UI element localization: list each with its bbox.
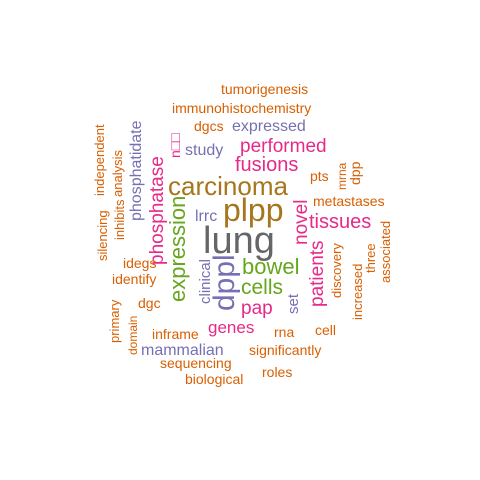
word-discovery: discovery [329, 243, 344, 298]
word-pts: pts [310, 168, 329, 184]
word-idegs: idegs [123, 255, 157, 271]
word-dgc: dgc [138, 295, 161, 311]
word-dgcs: dgcs [194, 118, 224, 134]
word-clinical: clinical [197, 258, 214, 304]
word-significantly: significantly [249, 342, 322, 358]
word-novel: novel [291, 199, 312, 245]
word-study: study [185, 142, 224, 159]
word-three: three [363, 243, 378, 273]
word-set: set [285, 293, 302, 314]
word-dppl: dppl [208, 254, 241, 311]
word-pap: pap [241, 298, 273, 319]
word-mammalian: mammalian [141, 342, 224, 359]
word-domain: domain [126, 315, 140, 355]
word-genes: genes [208, 318, 255, 337]
word-cells: cells [241, 276, 284, 299]
word-lung: lung [203, 220, 275, 262]
word-n-glyph: n□□ [167, 133, 183, 158]
word-biological: biological [185, 371, 244, 387]
word-tumorigenesis: tumorigenesis [221, 81, 309, 97]
word-phosphatidate: phosphatidate [128, 120, 145, 221]
word-lrrc: lrrc [195, 208, 218, 225]
word-rna: rna [274, 324, 295, 340]
word-expression: expression [165, 195, 190, 302]
word-patients: patients [307, 240, 328, 307]
word-primary: primary [107, 299, 122, 343]
word-associated: associated [378, 220, 393, 283]
word-carcinoma: carcinoma [168, 171, 288, 201]
word-bowel: bowel [242, 254, 300, 279]
word-plpp: plpp [223, 192, 284, 228]
word-independent: independent [92, 124, 107, 196]
word-fusions: fusions [235, 154, 299, 176]
word-sequencing: sequencing [160, 355, 232, 371]
word-silencing: silencing [95, 210, 110, 261]
word-cell: cell [315, 322, 337, 338]
word-expressed: expressed [232, 118, 306, 135]
word-roles: roles [262, 364, 293, 380]
word-inhibits: inhibits [112, 199, 127, 240]
word-performed: performed [240, 136, 327, 157]
word-phosphatase: phosphatase [147, 156, 168, 265]
word-identify: identify [112, 271, 157, 287]
word-tissues: tissues [309, 211, 372, 233]
word-inframe: inframe [152, 326, 199, 342]
word-immunohistochemistry: immunohistochemistry [172, 100, 312, 116]
word-analysis: analysis [110, 150, 125, 197]
word-dpp: dpp [347, 161, 363, 185]
word-metastases: metastases [313, 193, 385, 209]
